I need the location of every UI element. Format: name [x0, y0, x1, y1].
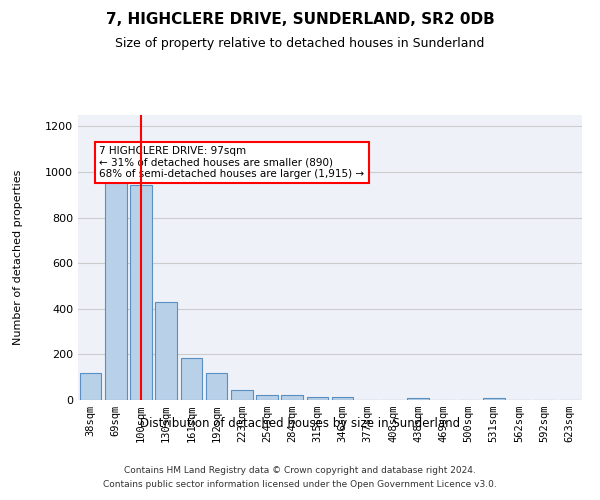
Bar	[155, 302, 177, 400]
Bar	[206, 372, 227, 400]
Bar	[105, 182, 127, 400]
Y-axis label: Number of detached properties: Number of detached properties	[13, 170, 23, 345]
Text: Contains public sector information licensed under the Open Government Licence v3: Contains public sector information licen…	[103, 480, 497, 489]
Text: 7 HIGHCLERE DRIVE: 97sqm
← 31% of detached houses are smaller (890)
68% of semi-: 7 HIGHCLERE DRIVE: 97sqm ← 31% of detach…	[100, 146, 365, 179]
Bar	[332, 396, 353, 400]
Bar	[181, 358, 202, 400]
Text: 7, HIGHCLERE DRIVE, SUNDERLAND, SR2 0DB: 7, HIGHCLERE DRIVE, SUNDERLAND, SR2 0DB	[106, 12, 494, 28]
Bar	[281, 396, 303, 400]
Text: Distribution of detached houses by size in Sunderland: Distribution of detached houses by size …	[140, 418, 460, 430]
Bar	[483, 398, 505, 400]
Bar	[130, 184, 152, 400]
Text: Size of property relative to detached houses in Sunderland: Size of property relative to detached ho…	[115, 38, 485, 51]
Bar	[256, 396, 278, 400]
Bar	[407, 398, 429, 400]
Bar	[80, 372, 101, 400]
Bar	[307, 396, 328, 400]
Bar	[231, 390, 253, 400]
Text: Contains HM Land Registry data © Crown copyright and database right 2024.: Contains HM Land Registry data © Crown c…	[124, 466, 476, 475]
